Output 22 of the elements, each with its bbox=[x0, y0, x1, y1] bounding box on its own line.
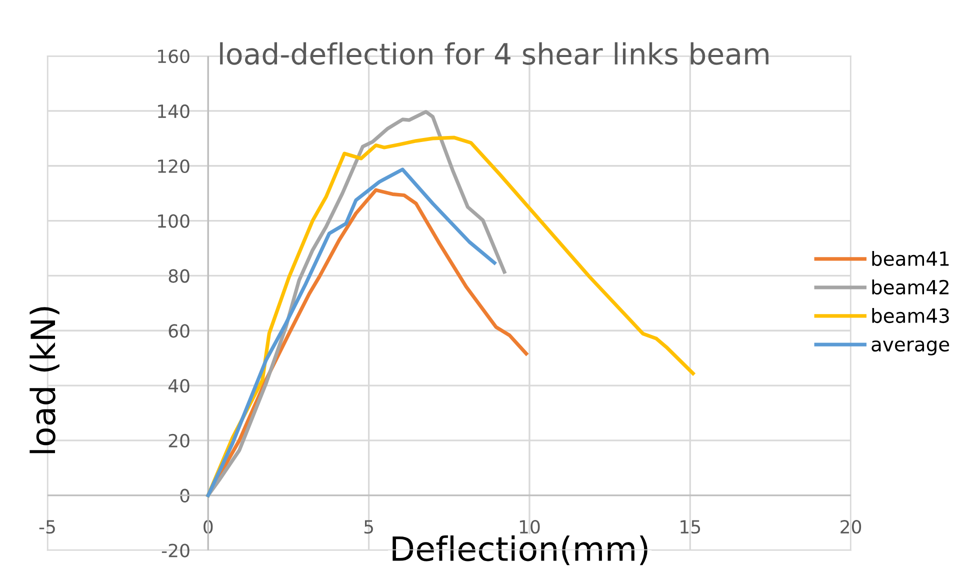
x-tick-label: 10 bbox=[520, 520, 540, 534]
y-tick-label: 160 bbox=[158, 50, 190, 64]
chart-title: load-deflection for 4 shear links beam bbox=[220, 42, 768, 65]
x-axis-title: Deflection(mm) bbox=[392, 535, 648, 566]
x-tick-label: 5 bbox=[364, 520, 373, 534]
y-axis-title: load (kN) bbox=[30, 307, 60, 454]
y-tick-label: 120 bbox=[158, 159, 190, 173]
y-tick-label: 40 bbox=[168, 378, 190, 393]
y-tick-label: -20 bbox=[162, 544, 190, 558]
y-tick-label: 80 bbox=[168, 269, 190, 283]
legend-label: average bbox=[872, 340, 950, 356]
x-tick-label: 20 bbox=[840, 520, 862, 534]
x-tick-label: 15 bbox=[680, 520, 700, 534]
x-tick-label: -5 bbox=[39, 520, 55, 534]
y-tick-label: 60 bbox=[168, 324, 190, 338]
y-tick-label: 100 bbox=[158, 214, 190, 228]
y-tick-label: 140 bbox=[158, 104, 190, 118]
line-series bbox=[206, 110, 506, 498]
legend-label: beam42 bbox=[872, 279, 948, 295]
legend-label: beam41 bbox=[872, 250, 949, 266]
legend-label: beam43 bbox=[872, 308, 949, 324]
y-tick-label: 20 bbox=[168, 434, 190, 448]
